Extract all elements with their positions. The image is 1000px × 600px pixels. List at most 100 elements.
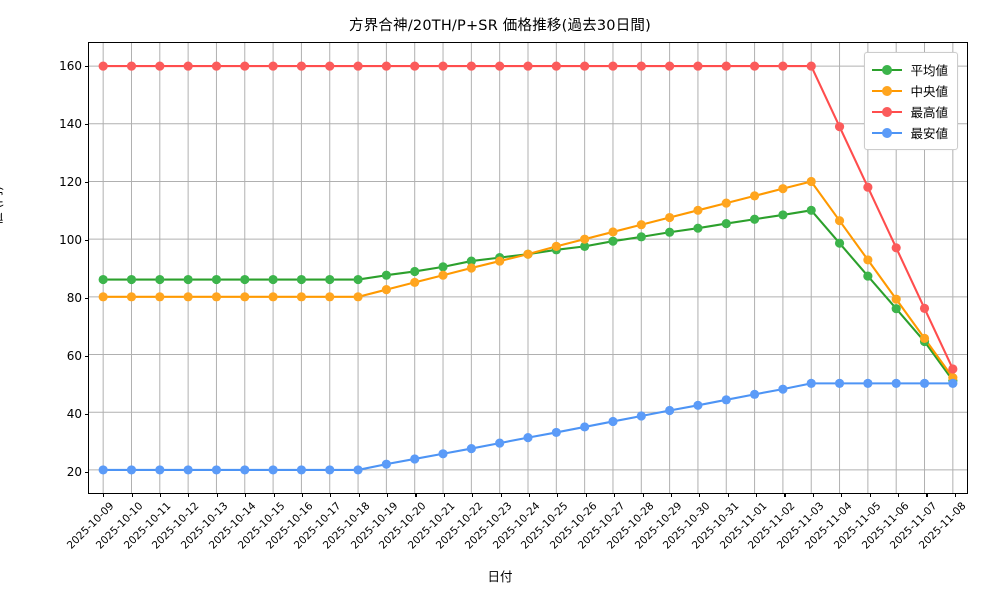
data-point (948, 378, 958, 388)
x-tick-mark (216, 493, 218, 497)
legend-swatch-icon (872, 63, 903, 77)
data-point (296, 274, 307, 285)
x-tick-mark (926, 493, 928, 497)
x-tick-mark (358, 493, 360, 497)
chart-title: 方界合神/20TH/P+SR 価格推移(過去30日間) (349, 18, 651, 34)
data-point (381, 459, 391, 469)
data-point (495, 256, 505, 266)
data-point (325, 292, 335, 302)
data-point (438, 449, 448, 459)
data-point (381, 270, 391, 280)
data-point (749, 61, 760, 71)
data-point (126, 274, 137, 285)
x-tick-mark (727, 493, 729, 497)
data-point (891, 304, 901, 314)
data-point (580, 61, 590, 71)
legend-item-1[interactable]: 中央値 (872, 80, 948, 101)
data-point (636, 61, 646, 71)
grid-layer (89, 43, 967, 493)
data-point (155, 61, 165, 71)
data-point (240, 465, 250, 475)
data-point (778, 384, 788, 394)
legend-label: 最高値 (910, 105, 948, 120)
data-point (580, 234, 590, 244)
data-point (721, 61, 731, 71)
y-tick-label: 20 (66, 464, 82, 479)
data-point (183, 292, 193, 302)
x-tick-mark (103, 493, 105, 497)
data-point (211, 61, 222, 71)
data-point (749, 191, 760, 201)
data-point (806, 176, 816, 187)
data-point (240, 292, 250, 302)
data-point (806, 205, 816, 215)
data-point (155, 274, 165, 285)
data-point (665, 212, 675, 223)
data-point (523, 249, 533, 259)
y-tick-mark (85, 471, 89, 473)
series-line-0 (102, 209, 954, 382)
data-point (665, 61, 675, 71)
x-tick-mark (188, 493, 190, 497)
data-point (834, 378, 845, 388)
data-point (155, 465, 165, 475)
data-point (296, 61, 307, 71)
data-point (891, 294, 901, 304)
data-point (806, 61, 816, 71)
data-point (466, 263, 476, 273)
x-tick-mark (330, 493, 332, 497)
data-point (608, 236, 618, 246)
data-point (240, 274, 250, 285)
data-point (495, 61, 505, 71)
y-tick-mark (85, 66, 89, 68)
y-tick-label: 60 (66, 348, 82, 363)
x-tick-mark (301, 493, 303, 497)
data-point (381, 61, 391, 71)
x-tick-mark (784, 493, 786, 497)
data-point (410, 454, 420, 464)
legend-item-0[interactable]: 平均値 (872, 59, 948, 80)
data-point (834, 216, 845, 226)
y-tick-mark (85, 182, 89, 184)
x-tick-mark (557, 493, 559, 497)
data-point (98, 465, 108, 475)
data-point (325, 61, 335, 71)
data-point (353, 292, 363, 302)
legend-item-3[interactable]: 最安値 (872, 122, 948, 143)
data-point (919, 378, 930, 388)
x-tick-mark (699, 493, 701, 497)
data-point (863, 271, 873, 281)
data-point (438, 270, 448, 280)
data-point (410, 277, 420, 288)
x-tick-mark (472, 493, 474, 497)
data-point (268, 61, 278, 71)
legend-swatch-icon (872, 105, 903, 119)
y-tick-mark (85, 413, 89, 415)
data-point (806, 378, 816, 388)
data-point (211, 465, 222, 475)
data-point (551, 241, 561, 251)
x-tick-mark (954, 493, 956, 497)
plot-area: 20 40 60 80 100 120 140 160 2025-10-09 2025-10-1… (59, 42, 968, 552)
legend-item-2[interactable]: 最高値 (872, 101, 948, 122)
data-point (948, 364, 958, 374)
chart-legend[interactable]: 平均値 中央値最高値最安値 (864, 52, 958, 150)
y-tick-label: 160 (59, 59, 82, 74)
data-point (211, 292, 222, 302)
data-point (749, 389, 760, 399)
data-point (126, 61, 137, 71)
x-tick-mark (812, 493, 814, 497)
x-tick-mark (245, 493, 247, 497)
data-point (580, 422, 590, 432)
data-point (636, 232, 646, 242)
data-point (466, 61, 476, 71)
data-point (98, 274, 108, 285)
data-point (891, 243, 901, 253)
x-tick-mark (841, 493, 843, 497)
legend-label: 最安値 (910, 126, 948, 141)
data-point (636, 220, 646, 230)
x-tick-mark (500, 493, 502, 497)
data-point (353, 274, 363, 285)
x-tick-mark (529, 493, 531, 497)
